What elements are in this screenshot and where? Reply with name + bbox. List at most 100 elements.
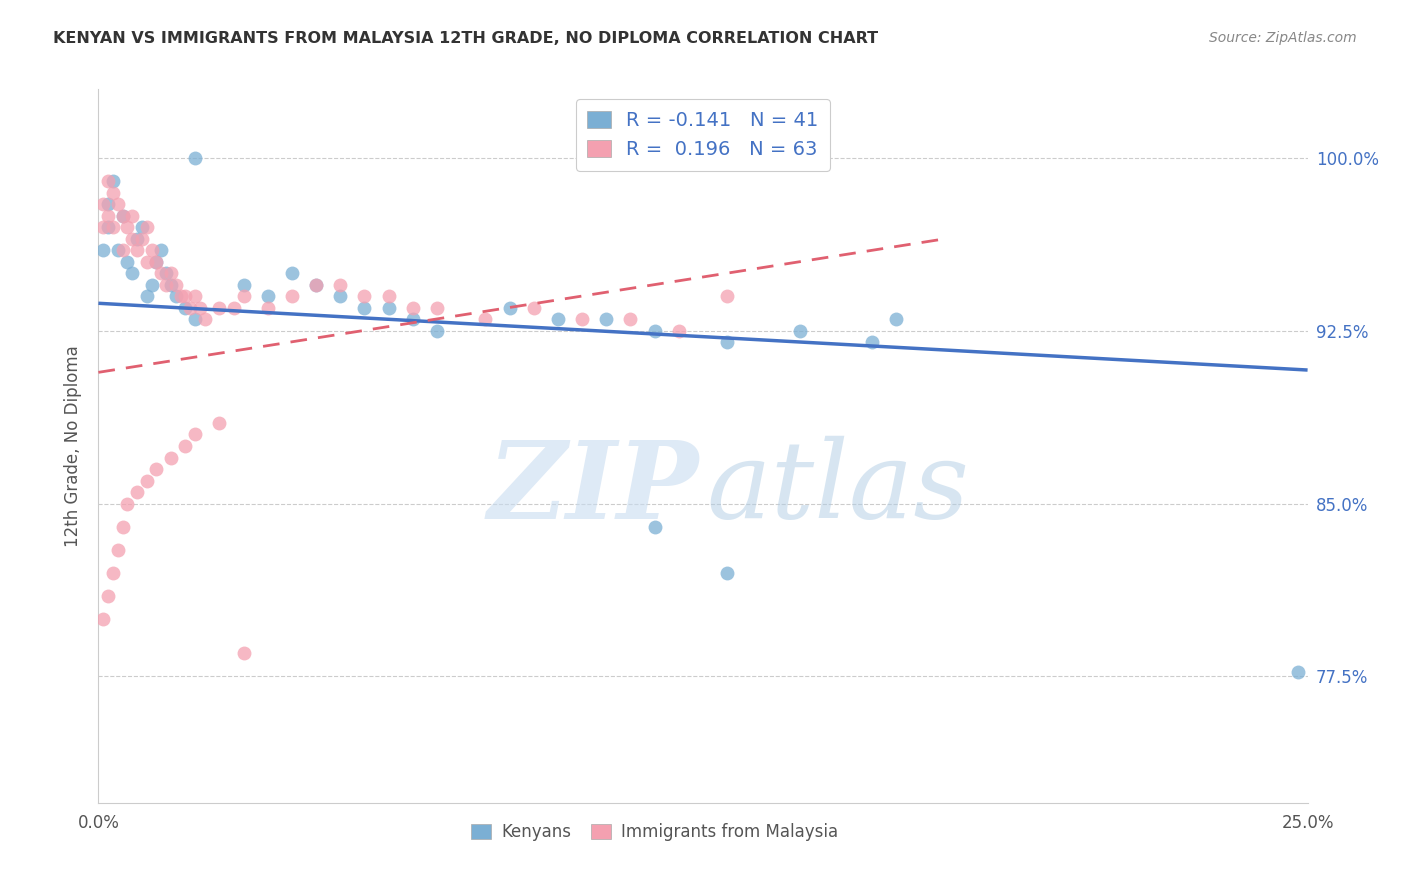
Point: [426, 301, 449, 315]
Point: [222, 301, 245, 315]
Point: [232, 646, 254, 660]
Point: [619, 312, 641, 326]
Point: [155, 277, 177, 292]
Text: atlas: atlas: [707, 436, 970, 541]
Point: [281, 266, 304, 280]
Point: [91, 197, 114, 211]
Point: [165, 289, 187, 303]
Point: [208, 301, 231, 315]
Point: [127, 244, 149, 258]
Point: [150, 266, 173, 280]
Text: KENYAN VS IMMIGRANTS FROM MALAYSIA 12TH GRADE, NO DIPLOMA CORRELATION CHART: KENYAN VS IMMIGRANTS FROM MALAYSIA 12TH …: [53, 31, 879, 46]
Point: [145, 462, 167, 476]
Point: [184, 151, 207, 165]
Point: [160, 450, 183, 465]
Point: [141, 277, 163, 292]
Point: [184, 289, 207, 303]
Point: [305, 277, 328, 292]
Text: Source: ZipAtlas.com: Source: ZipAtlas.com: [1209, 31, 1357, 45]
Point: [547, 312, 569, 326]
Point: [353, 289, 375, 303]
Point: [101, 186, 124, 200]
Point: [353, 301, 375, 315]
Point: [256, 301, 278, 315]
Point: [97, 589, 120, 603]
Point: [595, 312, 617, 326]
Point: [860, 335, 883, 350]
Point: [111, 209, 134, 223]
Text: ZIP: ZIP: [488, 436, 699, 541]
Point: [107, 244, 129, 258]
Point: [107, 542, 129, 557]
Point: [121, 232, 143, 246]
Point: [644, 519, 666, 533]
Point: [111, 209, 134, 223]
Point: [184, 427, 207, 442]
Point: [141, 244, 163, 258]
Point: [426, 324, 449, 338]
Point: [1286, 665, 1309, 679]
Point: [789, 324, 811, 338]
Point: [160, 277, 183, 292]
Point: [402, 301, 425, 315]
Point: [117, 255, 139, 269]
Point: [208, 416, 231, 430]
Point: [131, 232, 153, 246]
Point: [716, 289, 738, 303]
Point: [145, 255, 167, 269]
Point: [121, 209, 143, 223]
Point: [377, 289, 399, 303]
Point: [135, 289, 157, 303]
Point: [127, 232, 149, 246]
Point: [716, 335, 738, 350]
Point: [402, 312, 425, 326]
Point: [184, 312, 207, 326]
Point: [160, 266, 183, 280]
Point: [644, 324, 666, 338]
Point: [145, 255, 167, 269]
Point: [111, 519, 134, 533]
Point: [169, 289, 191, 303]
Point: [121, 266, 143, 280]
Point: [127, 485, 149, 500]
Point: [174, 289, 197, 303]
Point: [111, 244, 134, 258]
Point: [523, 301, 546, 315]
Point: [232, 289, 254, 303]
Point: [256, 289, 278, 303]
Point: [101, 220, 124, 235]
Point: [305, 277, 328, 292]
Point: [91, 244, 114, 258]
Legend: Kenyans, Immigrants from Malaysia: Kenyans, Immigrants from Malaysia: [464, 817, 845, 848]
Point: [194, 312, 217, 326]
Point: [174, 439, 197, 453]
Point: [474, 312, 496, 326]
Point: [101, 174, 124, 188]
Point: [135, 474, 157, 488]
Point: [232, 277, 254, 292]
Point: [179, 301, 201, 315]
Point: [377, 301, 399, 315]
Point: [150, 244, 173, 258]
Point: [498, 301, 520, 315]
Y-axis label: 12th Grade, No Diploma: 12th Grade, No Diploma: [65, 345, 83, 547]
Point: [91, 220, 114, 235]
Point: [668, 324, 690, 338]
Point: [107, 197, 129, 211]
Point: [135, 220, 157, 235]
Point: [91, 612, 114, 626]
Point: [97, 197, 120, 211]
Point: [155, 266, 177, 280]
Point: [188, 301, 211, 315]
Point: [101, 566, 124, 580]
Point: [135, 255, 157, 269]
Point: [716, 566, 738, 580]
Point: [281, 289, 304, 303]
Point: [165, 277, 187, 292]
Point: [117, 497, 139, 511]
Point: [886, 312, 908, 326]
Point: [97, 209, 120, 223]
Point: [131, 220, 153, 235]
Point: [117, 220, 139, 235]
Point: [571, 312, 593, 326]
